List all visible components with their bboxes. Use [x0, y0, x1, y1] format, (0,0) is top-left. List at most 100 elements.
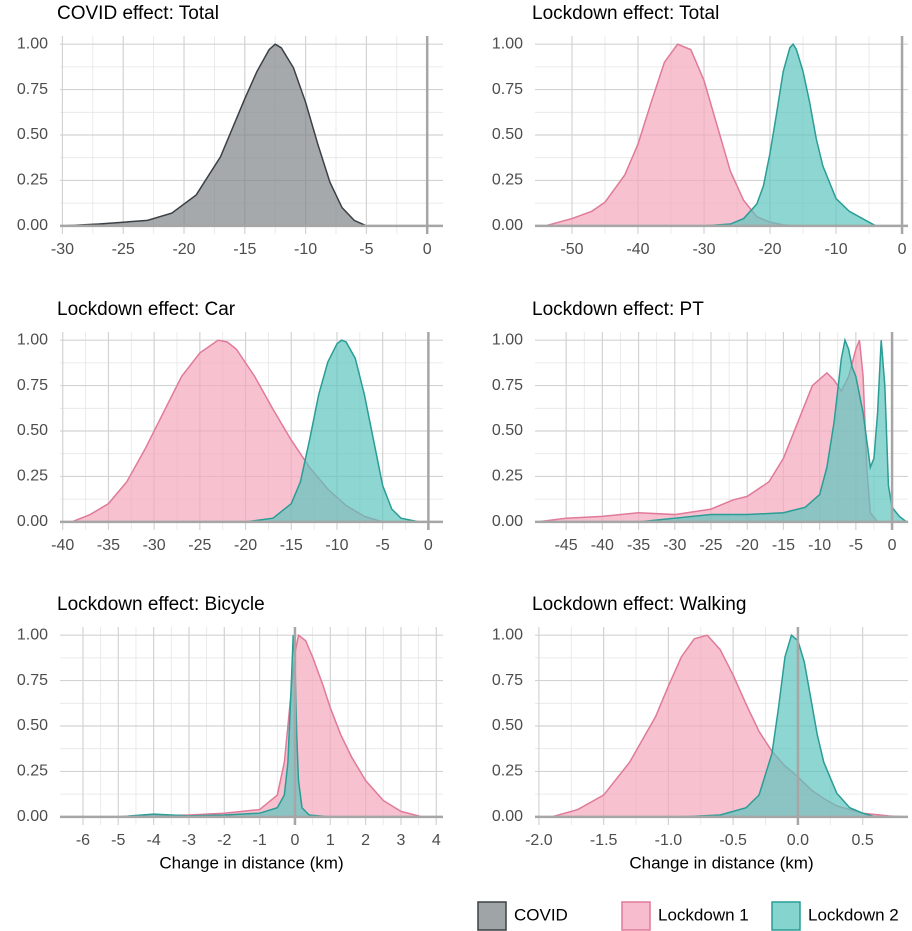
y-tick-label: 0.75	[492, 672, 523, 689]
x-tick-label: -0.5	[719, 832, 747, 849]
density-area	[82, 635, 331, 818]
density-area	[245, 339, 420, 523]
y-tick-label: 0.00	[17, 217, 48, 234]
y-tick-label: 0.50	[492, 422, 523, 439]
x-tick-label: -6	[76, 832, 90, 849]
x-tick-label: -1	[253, 832, 267, 849]
x-tick-label: -10	[824, 241, 847, 258]
density-area	[65, 633, 423, 818]
panel: Lockdown effect: Car -40 -35 -30 -25 -20 -15 -1…	[17, 299, 443, 554]
y-tick-label: 0.00	[17, 513, 48, 530]
x-tick-label: -30	[143, 537, 166, 554]
x-axis-title: Change in distance (km)	[159, 853, 343, 872]
y-tick-label: 0.00	[492, 808, 523, 825]
y-tick-label: 0.50	[17, 126, 48, 143]
y-tick-label: 0.75	[17, 672, 48, 689]
x-tick-label: -5	[359, 241, 373, 258]
x-tick-label: -2	[217, 832, 231, 849]
y-tick-label: 0.25	[17, 172, 48, 189]
y-tick-label: 0.25	[17, 468, 48, 485]
y-tick-label: 0.25	[492, 172, 523, 189]
x-tick-label: -5	[111, 832, 125, 849]
x-tick-label: -20	[172, 241, 195, 258]
legend: COVID Lockdown 1 Lockdown 2	[477, 901, 899, 931]
x-tick-label: -5	[376, 537, 390, 554]
y-tick-label: 0.75	[492, 377, 523, 394]
x-tick-label: -10	[325, 537, 348, 554]
density-area	[62, 43, 367, 227]
y-tick-label: 1.00	[492, 331, 523, 348]
x-tick-label: -15	[772, 537, 795, 554]
panel-title: Lockdown effect: Car	[57, 299, 236, 320]
y-tick-label: 0.50	[492, 717, 523, 734]
panel-title: COVID effect: Total	[57, 3, 219, 24]
x-tick-label: -25	[699, 537, 722, 554]
legend-key	[621, 901, 651, 931]
x-tick-label: -20	[758, 241, 781, 258]
x-tick-label: 1	[326, 832, 335, 849]
y-tick-label: 0.00	[17, 808, 48, 825]
legend-key	[477, 901, 507, 931]
x-tick-label: -3	[182, 832, 196, 849]
y-tick-label: 1.00	[492, 35, 523, 52]
x-tick-label: 0	[424, 537, 433, 554]
x-tick-label: -30	[692, 241, 715, 258]
x-tick-label: -30	[51, 241, 74, 258]
x-tick-label: -45	[555, 537, 578, 554]
panel-title: Lockdown effect: Walking	[532, 594, 746, 615]
density-area	[638, 337, 909, 523]
x-tick-label: 2	[361, 832, 370, 849]
y-tick-label: 0.00	[492, 513, 523, 530]
y-tick-label: 0.25	[492, 763, 523, 780]
legend-label: COVID	[514, 905, 568, 924]
legend-label: Lockdown 1	[658, 905, 749, 924]
panel-title: Lockdown effect: Total	[532, 3, 719, 24]
x-tick-label: -40	[51, 537, 74, 554]
x-tick-label: 0	[888, 537, 897, 554]
x-tick-label: -10	[294, 241, 317, 258]
y-tick-label: 0.50	[17, 422, 48, 439]
panel: Lockdown effect: PT -45 -40 -35 -30 -25 -20 -15…	[492, 299, 909, 554]
x-axis-title: Change in distance (km)	[629, 853, 813, 872]
x-tick-label: -25	[188, 537, 211, 554]
x-tick-label: -20	[736, 537, 759, 554]
x-tick-label: 0	[423, 241, 432, 258]
panel: Lockdown effect: Bicycle -6 -5 -4 -3 -2 -1 0 1 2 3…	[17, 594, 443, 872]
y-tick-label: 0.75	[17, 377, 48, 394]
y-tick-label: 0.25	[492, 468, 523, 485]
x-tick-label: -15	[280, 537, 303, 554]
x-tick-label: 4	[432, 832, 441, 849]
density-area	[537, 339, 880, 523]
x-tick-label: 0	[291, 832, 300, 849]
y-tick-label: 0.75	[17, 81, 48, 98]
x-tick-label: 0.5	[852, 832, 874, 849]
y-tick-label: 0.25	[17, 763, 48, 780]
x-tick-label: -50	[560, 241, 583, 258]
y-tick-label: 1.00	[17, 35, 48, 52]
x-tick-label: -1.5	[590, 832, 618, 849]
panel: COVID effect: Total -30 -25 -20 -15 -10 -5 0 0.0…	[17, 3, 443, 258]
panel-title: Lockdown effect: Bicycle	[57, 594, 265, 615]
y-tick-label: 1.00	[17, 626, 48, 643]
y-tick-label: 0.75	[492, 81, 523, 98]
y-tick-label: 0.00	[492, 217, 523, 234]
x-tick-label: 0	[898, 241, 907, 258]
x-tick-label: 0.0	[787, 832, 809, 849]
legend-key	[771, 901, 801, 931]
legend-label: Lockdown 2	[808, 905, 899, 924]
x-tick-label: -20	[234, 537, 257, 554]
panel: Lockdown effect: Walking -2.0 -1.5 -1.0 -0.5…	[492, 594, 909, 872]
x-tick-label: -25	[112, 241, 135, 258]
x-tick-label: -1.0	[655, 832, 683, 849]
panel-title: Lockdown effect: PT	[532, 299, 704, 320]
x-tick-label: -10	[808, 537, 831, 554]
x-tick-label: -30	[663, 537, 686, 554]
x-tick-label: -5	[849, 537, 863, 554]
panel: Lockdown effect: Total -50 -40 -30 -20 -10 0 0.…	[492, 3, 908, 258]
x-tick-label: -15	[233, 241, 256, 258]
y-tick-label: 0.50	[17, 717, 48, 734]
x-tick-label: -40	[591, 537, 614, 554]
x-tick-label: -40	[626, 241, 649, 258]
x-tick-label: -35	[97, 537, 120, 554]
y-tick-label: 0.50	[492, 126, 523, 143]
